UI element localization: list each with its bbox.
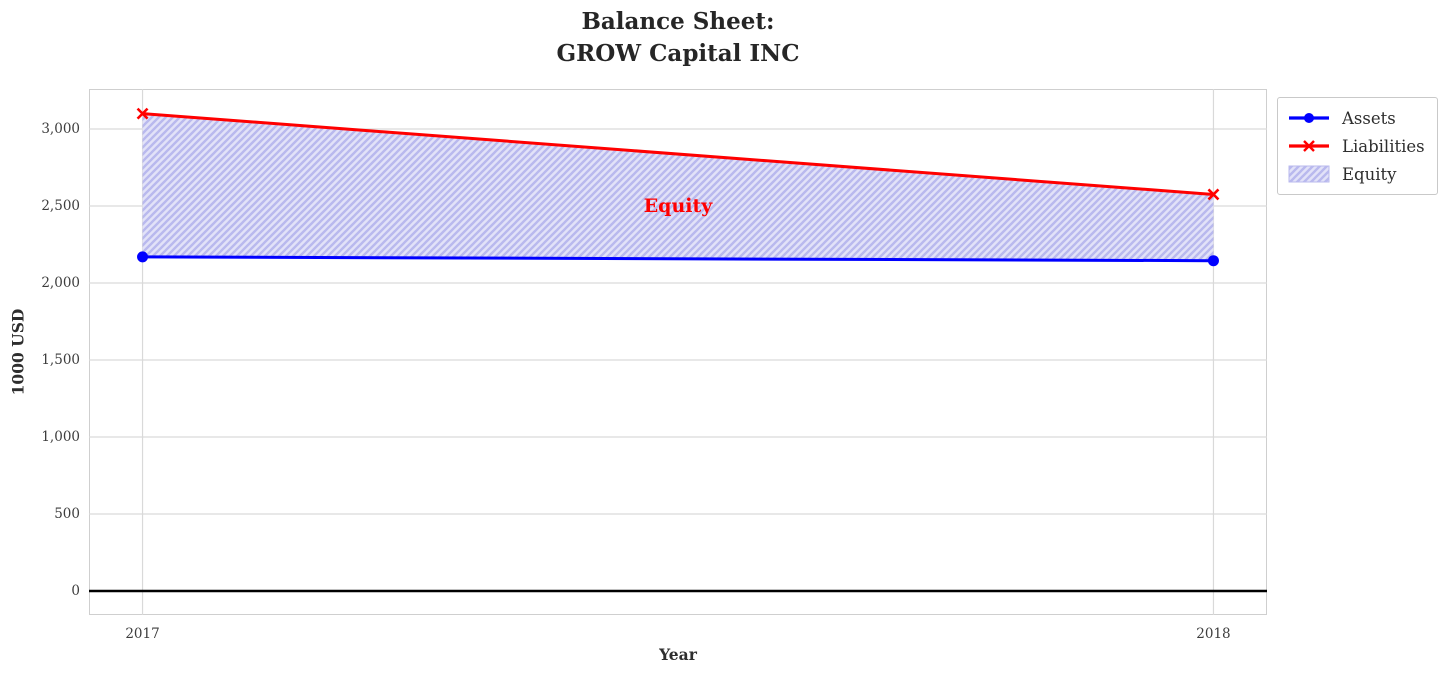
chart-legend: Assets Liabilities Equity: [1277, 97, 1438, 195]
chart-title: Balance Sheet: GROW Capital INC: [89, 6, 1267, 70]
legend-item-assets: Assets: [1287, 106, 1425, 130]
liabilities-marker: [136, 107, 149, 120]
legend-label: Liabilities: [1342, 136, 1425, 156]
x-tick-label: 2018: [1196, 626, 1231, 642]
assets-marker: [1207, 255, 1219, 267]
chart-title-line-1: Balance Sheet:: [581, 8, 775, 35]
assets-marker: [137, 251, 149, 263]
liabilities-line: [142, 112, 1214, 196]
y-tick-label: 0: [71, 582, 80, 599]
y-tick-label: 1,500: [41, 352, 80, 368]
x-axis-label: Year: [659, 645, 697, 664]
legend-label: Assets: [1342, 108, 1396, 128]
y-tick-label: 500: [54, 505, 80, 522]
plot-svg: Equity: [89, 89, 1267, 615]
chart-title-line-2: GROW Capital INC: [556, 40, 800, 67]
liabilities-marker: [1207, 188, 1220, 201]
y-tick-label: 3,000: [41, 121, 80, 138]
line-x-icon: [1289, 140, 1329, 152]
legend-item-equity: Equity: [1287, 162, 1425, 186]
y-tick-label: 2,000: [41, 275, 80, 292]
x-tick-label: 2017: [125, 626, 160, 642]
hatch-patch-icon: [1288, 165, 1330, 183]
assets-line: [142, 255, 1214, 263]
equity-annotation: Equity: [644, 195, 714, 217]
legend-label: Equity: [1342, 164, 1397, 184]
line-circle-icon: [1289, 113, 1329, 123]
equity-fill-area: [142, 113, 1214, 261]
legend-item-liabilities: Liabilities: [1287, 134, 1425, 158]
y-tick-label: 2,500: [41, 198, 80, 215]
y-tick-label: 1,000: [41, 428, 80, 445]
